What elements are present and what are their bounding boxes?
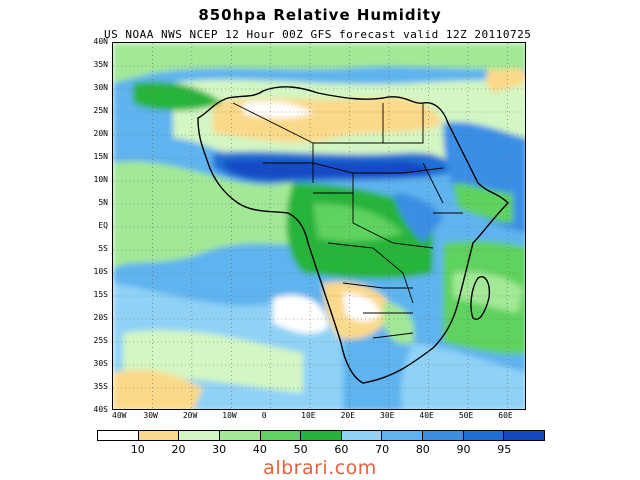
colorbar-bin bbox=[301, 431, 342, 440]
colorbar-label: 50 bbox=[293, 443, 308, 456]
colorbar-label: 90 bbox=[456, 443, 471, 456]
colorbar bbox=[97, 430, 545, 441]
lon-tick-label: 40E bbox=[419, 411, 434, 420]
lat-tick-label: 40N bbox=[93, 37, 108, 46]
longitude-labels: 40W 30W 20W 10W 0 10E 20E 30E 40E 50E 60E bbox=[112, 411, 532, 423]
colorbar-label: 40 bbox=[252, 443, 267, 456]
lat-tick-label: 25S bbox=[93, 336, 108, 345]
lat-tick-label: 10N bbox=[93, 175, 108, 184]
lon-tick-label: 30E bbox=[380, 411, 395, 420]
humidity-map bbox=[112, 42, 526, 410]
lat-tick-label: 5N bbox=[98, 198, 108, 207]
watermark: albrari.com bbox=[263, 457, 377, 479]
lat-tick-label: 30S bbox=[93, 359, 108, 368]
lat-tick-label: 20S bbox=[93, 313, 108, 322]
lat-tick-label: 5S bbox=[98, 244, 108, 253]
colorbar-bin bbox=[98, 431, 139, 440]
colorbar-label: 20 bbox=[171, 443, 186, 456]
colorbar-bin bbox=[260, 431, 302, 440]
lat-tick-label: 25N bbox=[93, 106, 108, 115]
colorbar-bin bbox=[341, 431, 383, 440]
colorbar-label: 80 bbox=[415, 443, 430, 456]
lat-tick-label: 20N bbox=[93, 129, 108, 138]
lat-tick-label: 30N bbox=[93, 83, 108, 92]
lon-tick-label: 40W bbox=[112, 411, 127, 420]
lat-tick-label: 10S bbox=[93, 267, 108, 276]
colorbar-label: 95 bbox=[497, 443, 512, 456]
lat-tick-label: 15S bbox=[93, 290, 108, 299]
chart-subtitle: US NOAA NWS NCEP 12 Hour 00Z GFS forecas… bbox=[104, 28, 532, 41]
colorbar-bin bbox=[423, 431, 464, 440]
colorbar-label: 60 bbox=[334, 443, 349, 456]
lon-tick-label: 10W bbox=[222, 411, 237, 420]
lon-tick-label: 10E bbox=[301, 411, 316, 420]
colorbar-label: 10 bbox=[130, 443, 145, 456]
lon-tick-label: 60E bbox=[498, 411, 513, 420]
lon-tick-label: 20E bbox=[340, 411, 356, 420]
lon-tick-label: 30W bbox=[143, 411, 158, 420]
chart-title: 850hpa Relative Humidity bbox=[198, 6, 442, 24]
colorbar-labels: 10 20 30 40 50 60 70 80 90 95 bbox=[97, 443, 545, 457]
colorbar-bin bbox=[504, 431, 545, 440]
lon-tick-label: 0 bbox=[261, 411, 267, 420]
colorbar-label: 70 bbox=[375, 443, 390, 456]
lat-tick-label: EQ bbox=[98, 221, 108, 230]
colorbar-label: 30 bbox=[212, 443, 227, 456]
colorbar-bin bbox=[382, 431, 424, 440]
lon-tick-label: 20W bbox=[182, 411, 198, 420]
lat-tick-label: 35N bbox=[93, 60, 108, 69]
lon-tick-label: 50E bbox=[458, 411, 474, 420]
lat-tick-label: 35S bbox=[93, 382, 108, 391]
colorbar-bin bbox=[179, 431, 220, 440]
lat-tick-label: 15N bbox=[93, 152, 108, 161]
lat-tick-label: 40S bbox=[93, 405, 108, 414]
colorbar-bin bbox=[463, 431, 505, 440]
colorbar-bin bbox=[138, 431, 180, 440]
latitude-labels: 40N 35N 30N 25N 20N 15N 10N 5N EQ 5S 10S 15S 20S 25S 3… bbox=[86, 37, 110, 418]
colorbar-bin bbox=[219, 431, 261, 440]
